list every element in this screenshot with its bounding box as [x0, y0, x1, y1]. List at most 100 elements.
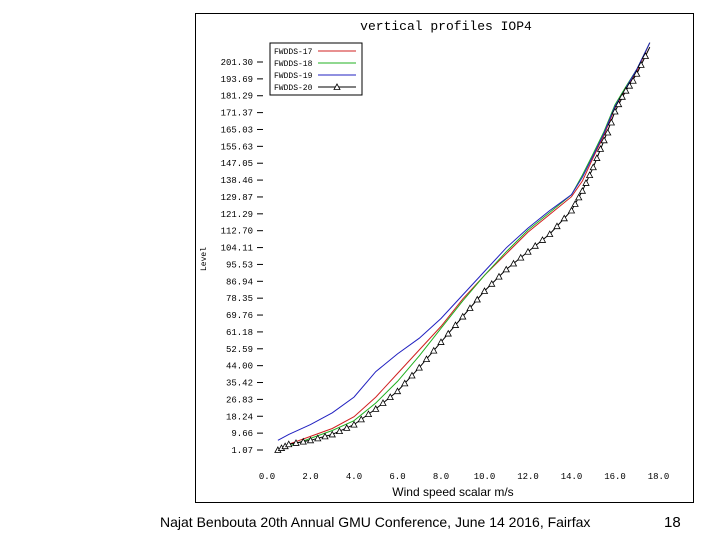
data-point-marker: [611, 107, 619, 115]
series-line: [277, 42, 651, 441]
data-point-marker: [415, 363, 423, 371]
legend-label: FWDDS-17: [274, 48, 313, 57]
data-point-marker: [386, 393, 394, 400]
data-point-marker: [451, 321, 460, 328]
x-tick-label: 18.0: [648, 472, 670, 482]
data-point-marker: [328, 430, 336, 438]
y-tick-label: 95.53: [226, 260, 253, 270]
y-tick-label: 86.94: [226, 277, 253, 287]
data-point-marker: [517, 253, 525, 261]
data-point-marker: [604, 128, 612, 136]
y-tick-label: 61.18: [226, 328, 253, 338]
data-point-marker: [578, 186, 587, 194]
y-tick-label: 35.42: [226, 379, 253, 389]
data-point-marker: [335, 427, 344, 435]
legend-label: FWDDS-20: [274, 84, 313, 93]
y-tick-label: 171.37: [221, 109, 253, 119]
data-point-marker: [285, 440, 293, 448]
data-point-marker: [582, 179, 590, 186]
data-point-marker: [314, 434, 322, 442]
data-point-marker: [629, 76, 637, 84]
data-point-marker: [393, 387, 402, 395]
y-tick-label: 193.69: [221, 75, 253, 85]
legend-label: FWDDS-19: [274, 72, 313, 81]
data-point-marker: [575, 193, 583, 201]
data-point-marker: [585, 171, 594, 178]
data-point-marker: [437, 338, 445, 345]
x-tick-label: 12.0: [517, 472, 539, 482]
data-point-marker: [625, 81, 634, 89]
y-tick-label: 181.29: [221, 92, 253, 102]
y-tick-label: 69.76: [226, 311, 253, 321]
data-point-marker: [292, 439, 300, 446]
chart-svg: vertical profiles IOP4 Level 1.07 9.66 18.24…: [200, 19, 670, 499]
y-axis-title: Level: [200, 247, 209, 271]
data-point-marker: [357, 415, 365, 423]
data-point-marker: [618, 92, 626, 100]
legend-box: [269, 42, 363, 96]
y-tick-label: 112.70: [221, 227, 253, 237]
data-point-marker: [600, 136, 608, 144]
data-point-marker: [343, 424, 351, 431]
y-tick-label: 26.83: [226, 395, 253, 405]
series-line: [277, 42, 651, 451]
chart-title: vertical profiles IOP4: [360, 19, 532, 34]
y-tick-label: 121.29: [221, 210, 253, 220]
data-point-marker: [622, 86, 630, 94]
data-point-marker: [459, 312, 467, 320]
data-point-marker: [524, 247, 532, 255]
data-point-marker: [614, 100, 623, 108]
y-tick-label: 18.24: [226, 412, 253, 422]
data-point-marker: [401, 379, 409, 387]
y-tick-label: 52.59: [226, 345, 253, 355]
y-tick-label: 9.66: [231, 429, 253, 439]
data-point-marker: [444, 329, 452, 337]
y-tick-label: 201.30: [221, 58, 253, 68]
y-tick-label: 165.03: [221, 125, 253, 135]
x-tick-label: 2.0: [302, 472, 318, 482]
data-point-marker: [473, 295, 481, 303]
data-point-marker: [379, 399, 387, 406]
x-tick-label: 6.0: [389, 472, 405, 482]
data-point-marker: [546, 230, 554, 237]
data-point-marker: [593, 154, 601, 161]
y-tick-label: 44.00: [226, 362, 253, 372]
x-tick-label: 4.0: [346, 472, 362, 482]
x-tick-label: 14.0: [561, 472, 583, 482]
legend-marker: [333, 83, 341, 90]
y-tick-label: 78.35: [226, 294, 253, 304]
y-tick-label: 129.87: [221, 193, 253, 203]
x-tick-label: 0.0: [259, 472, 275, 482]
data-point-marker: [488, 279, 496, 287]
data-point-marker: [422, 355, 431, 363]
data-point-marker: [408, 371, 416, 379]
data-point-marker: [596, 145, 605, 152]
data-point-marker: [495, 272, 503, 280]
data-point-marker: [567, 206, 576, 214]
y-tick-label: 138.46: [221, 176, 253, 186]
y-tick-label: 155.63: [221, 142, 253, 152]
data-point-marker: [538, 236, 547, 243]
x-tick-label: 8.0: [433, 472, 449, 482]
data-point-marker: [372, 405, 380, 412]
chart-frame: vertical profiles IOP4 Level 1.07 9.66 18.24…: [195, 13, 694, 503]
data-point-marker: [589, 163, 597, 171]
data-point-marker: [480, 287, 489, 294]
y-tick-label: 1.07: [231, 446, 253, 456]
data-point-marker: [531, 241, 539, 249]
data-point-marker: [641, 52, 650, 59]
data-point-marker: [299, 437, 307, 445]
data-point-marker: [430, 346, 438, 354]
data-point-marker: [321, 432, 329, 440]
y-tick-label: 147.05: [221, 159, 253, 169]
footer-text: Najat Benbouta 20th Annual GMU Conferenc…: [160, 514, 591, 530]
data-point-marker: [607, 118, 616, 126]
data-point-marker: [509, 259, 518, 267]
data-point-marker: [466, 304, 474, 311]
y-tick-label: 104.11: [221, 244, 253, 254]
series-line: [277, 46, 651, 451]
data-point-marker: [637, 61, 645, 68]
data-point-marker: [364, 410, 373, 418]
x-tick-label: 10.0: [474, 472, 496, 482]
data-point-marker: [560, 214, 568, 222]
